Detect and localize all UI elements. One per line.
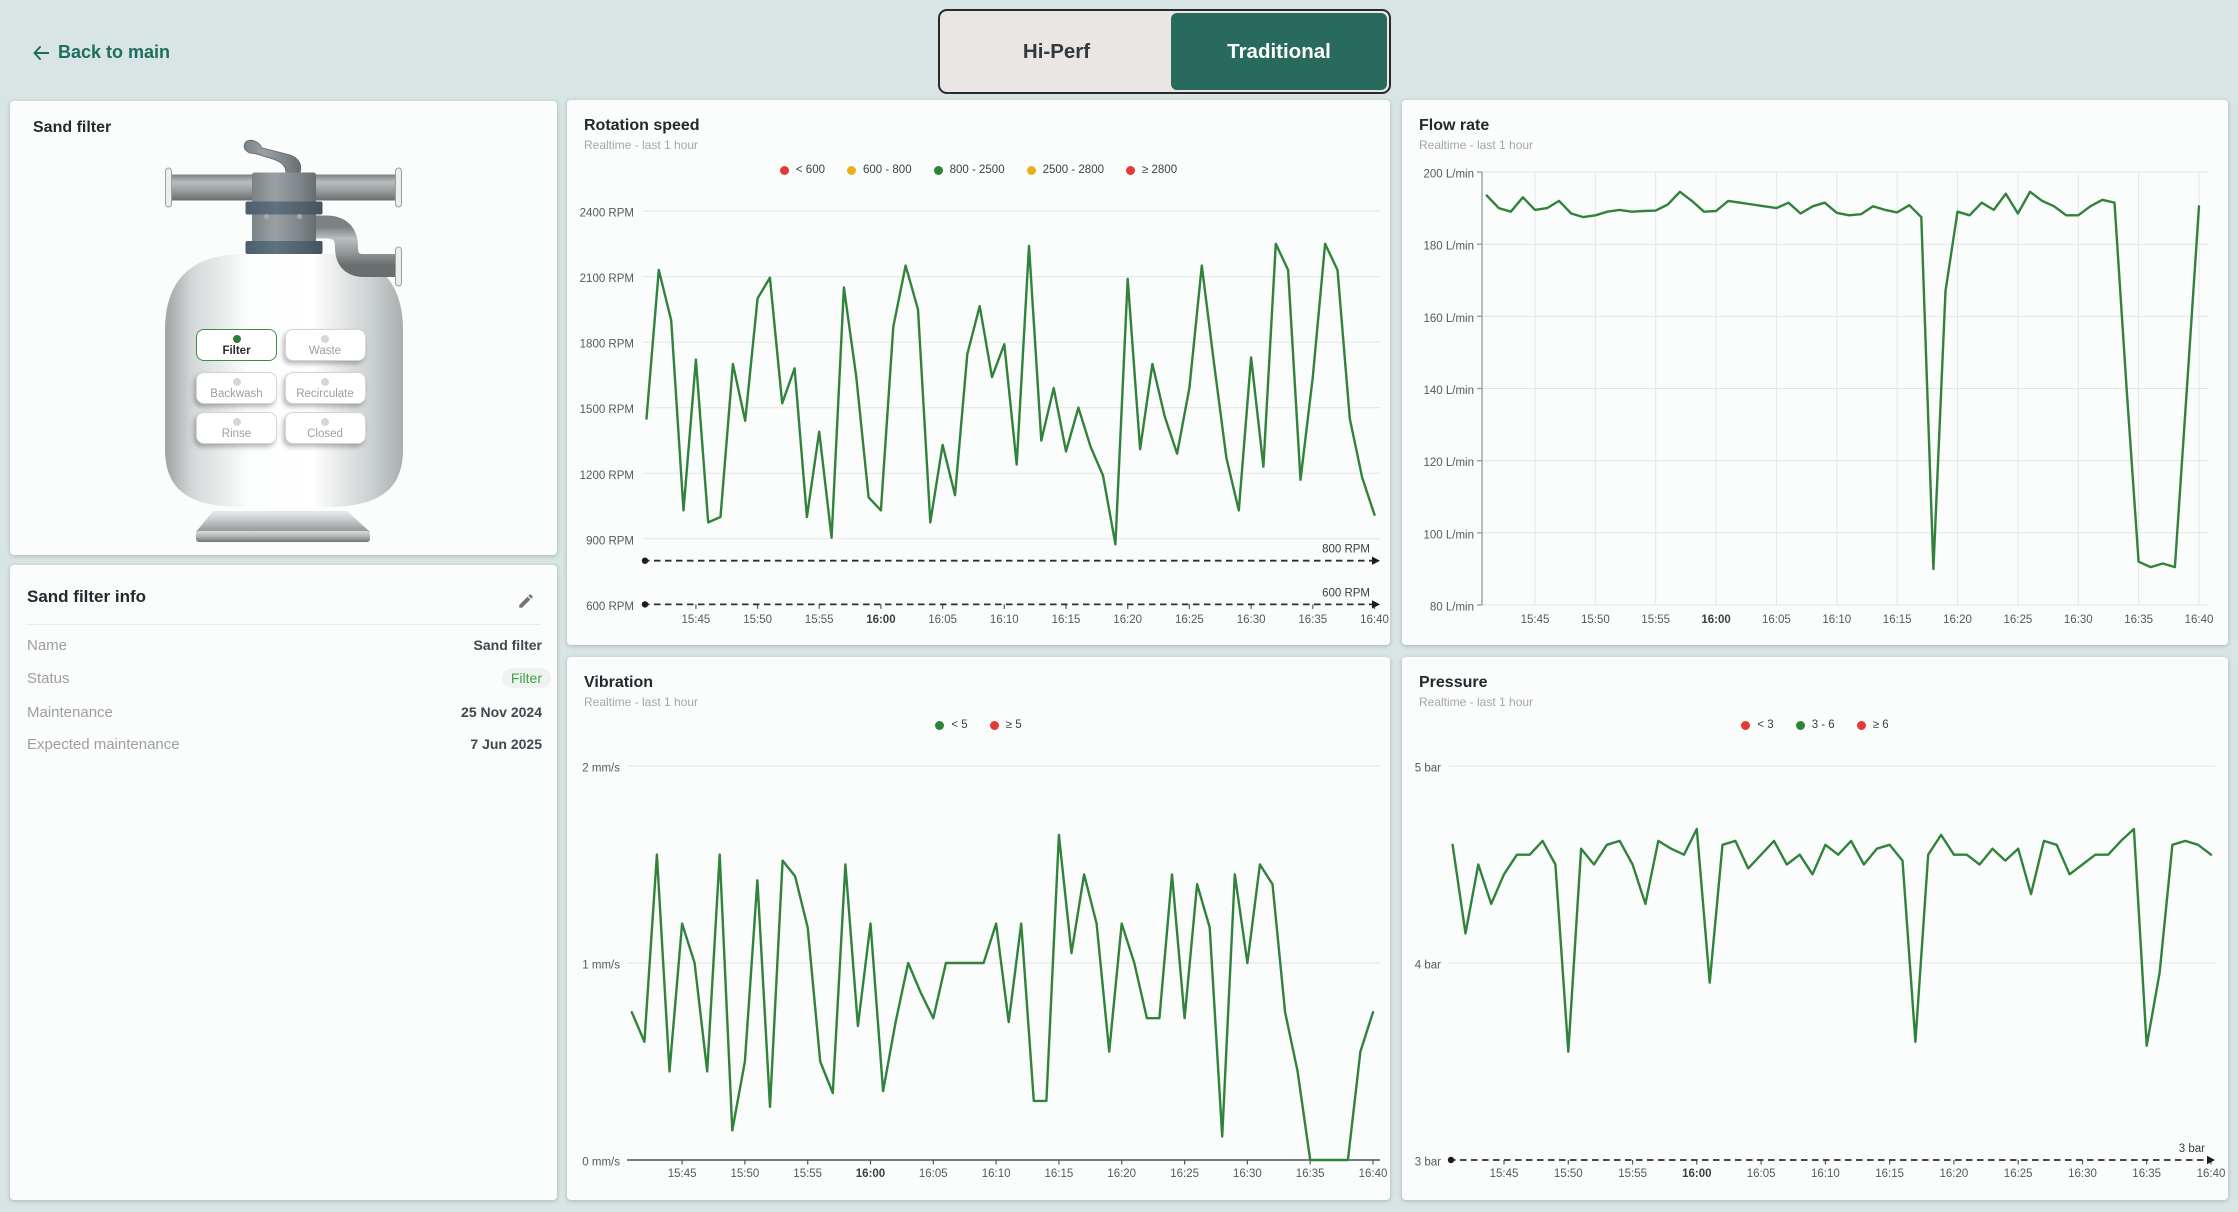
svg-text:16:35: 16:35 (1296, 1168, 1325, 1180)
svg-text:16:40: 16:40 (1359, 1168, 1388, 1180)
svg-text:16:10: 16:10 (1822, 614, 1851, 626)
svg-text:16:15: 16:15 (1875, 1168, 1904, 1180)
svg-text:16:20: 16:20 (1113, 614, 1142, 626)
svg-text:16:10: 16:10 (982, 1168, 1011, 1180)
svg-text:16:35: 16:35 (1298, 614, 1327, 626)
svg-text:800 RPM: 800 RPM (1322, 544, 1370, 556)
svg-text:16:20: 16:20 (1107, 1168, 1136, 1180)
svg-text:15:50: 15:50 (1554, 1168, 1583, 1180)
svg-text:160 L/min: 160 L/min (1423, 313, 1474, 325)
svg-text:600 RPM: 600 RPM (586, 601, 634, 613)
svg-text:2400 RPM: 2400 RPM (580, 208, 634, 220)
svg-text:15:50: 15:50 (1581, 614, 1610, 626)
svg-text:200 L/min: 200 L/min (1423, 169, 1474, 181)
svg-text:900 RPM: 900 RPM (586, 535, 634, 547)
svg-text:16:30: 16:30 (2068, 1168, 2097, 1180)
svg-text:4 bar: 4 bar (1415, 960, 1441, 972)
svg-text:16:15: 16:15 (1883, 614, 1912, 626)
svg-text:16:25: 16:25 (2004, 1168, 2033, 1180)
svg-text:16:30: 16:30 (1237, 614, 1266, 626)
svg-text:16:35: 16:35 (2124, 614, 2153, 626)
svg-text:0 mm/s: 0 mm/s (582, 1157, 620, 1169)
svg-text:16:30: 16:30 (2064, 614, 2093, 626)
svg-text:15:50: 15:50 (731, 1168, 760, 1180)
svg-text:1200 RPM: 1200 RPM (580, 470, 634, 482)
svg-text:120 L/min: 120 L/min (1423, 457, 1474, 469)
svg-text:16:10: 16:10 (1811, 1168, 1840, 1180)
svg-text:16:25: 16:25 (1170, 1168, 1199, 1180)
svg-text:16:00: 16:00 (1701, 614, 1730, 626)
svg-text:16:15: 16:15 (1052, 614, 1081, 626)
svg-text:15:55: 15:55 (805, 614, 834, 626)
svg-text:15:45: 15:45 (1521, 614, 1550, 626)
svg-text:16:05: 16:05 (1762, 614, 1791, 626)
svg-text:16:40: 16:40 (2185, 614, 2214, 626)
svg-text:80 L/min: 80 L/min (1430, 602, 1474, 614)
svg-text:16:00: 16:00 (866, 614, 895, 626)
svg-text:5 bar: 5 bar (1415, 763, 1441, 775)
svg-text:1800 RPM: 1800 RPM (580, 339, 634, 351)
svg-text:140 L/min: 140 L/min (1423, 385, 1474, 397)
svg-text:16:00: 16:00 (1682, 1168, 1711, 1180)
svg-text:16:05: 16:05 (919, 1168, 948, 1180)
svg-text:16:25: 16:25 (2004, 614, 2033, 626)
svg-text:15:50: 15:50 (743, 614, 772, 626)
svg-text:15:55: 15:55 (793, 1168, 822, 1180)
svg-text:15:45: 15:45 (682, 614, 711, 626)
svg-text:2 mm/s: 2 mm/s (582, 763, 620, 775)
svg-text:16:15: 16:15 (1045, 1168, 1074, 1180)
svg-text:16:40: 16:40 (1360, 614, 1389, 626)
svg-text:1500 RPM: 1500 RPM (580, 404, 634, 416)
svg-text:15:55: 15:55 (1618, 1168, 1647, 1180)
svg-text:16:20: 16:20 (1940, 1168, 1969, 1180)
svg-text:3 bar: 3 bar (1415, 1157, 1441, 1169)
svg-text:16:00: 16:00 (856, 1168, 885, 1180)
svg-text:100 L/min: 100 L/min (1423, 529, 1474, 541)
svg-text:16:10: 16:10 (990, 614, 1019, 626)
svg-text:600 RPM: 600 RPM (1322, 587, 1370, 599)
svg-text:16:20: 16:20 (1943, 614, 1972, 626)
svg-text:1 mm/s: 1 mm/s (582, 960, 620, 972)
svg-text:16:05: 16:05 (1747, 1168, 1776, 1180)
svg-text:15:45: 15:45 (1490, 1168, 1519, 1180)
svg-text:16:40: 16:40 (2197, 1168, 2226, 1180)
svg-text:15:55: 15:55 (1641, 614, 1670, 626)
svg-text:16:35: 16:35 (2132, 1168, 2161, 1180)
svg-text:180 L/min: 180 L/min (1423, 241, 1474, 253)
svg-text:15:45: 15:45 (668, 1168, 697, 1180)
svg-text:3 bar: 3 bar (2179, 1143, 2205, 1155)
svg-text:16:05: 16:05 (928, 614, 957, 626)
svg-text:2100 RPM: 2100 RPM (580, 273, 634, 285)
svg-text:16:25: 16:25 (1175, 614, 1204, 626)
svg-text:16:30: 16:30 (1233, 1168, 1262, 1180)
